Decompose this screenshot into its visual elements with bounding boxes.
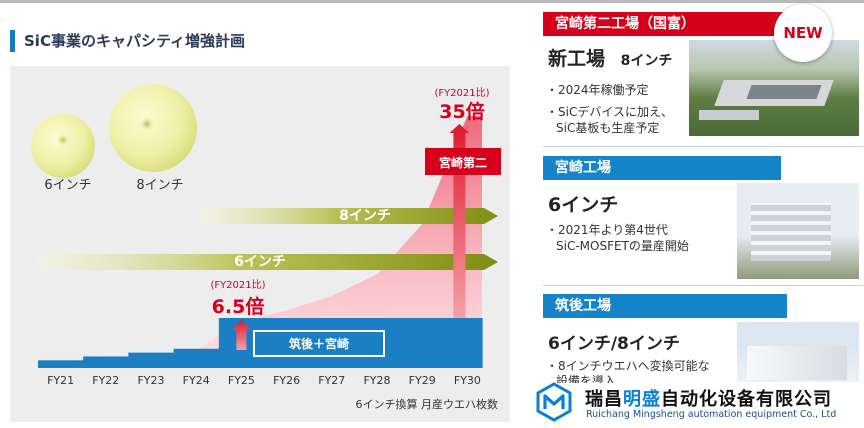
arrow-6inch-label: 6インチ: [234, 254, 286, 270]
x-label-FY26: FY26: [273, 374, 300, 387]
top-rule: [0, 0, 864, 3]
base-bar-FY30: [444, 318, 483, 368]
base-bar-FY24: [173, 348, 220, 368]
fy25-ratio-value: 6.5倍: [212, 295, 265, 318]
wafer-8inch-image: [109, 84, 197, 172]
plant-chikugo-size: 6インチ/8インチ: [548, 334, 680, 354]
company-logo-icon: [536, 382, 572, 422]
capacity-chart: 6インチ 8インチ 8インチ 6インチ (FY2021比) 6.5倍 (FY20…: [31, 84, 501, 411]
watermark-company-name: 瑞昌明盛自动化设备有限公司: [585, 385, 832, 411]
plant-miyazaki2-bullet-2: ・SiCデバイスに加え、: [546, 105, 673, 119]
chart-footnote: 6インチ換算 月産ウエハ枚数: [356, 397, 499, 411]
fy30-ratio-note: (FY2021比): [434, 87, 489, 99]
x-label-FY27: FY27: [318, 374, 345, 387]
section-divider: [543, 146, 863, 147]
page-title: SiC事業のキャパシティ増強計画: [24, 32, 246, 50]
fy30-ratio-value: 35倍: [439, 100, 484, 123]
plant-miyazaki-bullet-1: ・2021年より第4世代: [546, 223, 668, 237]
plant-miyazaki2-photo: [689, 40, 859, 136]
plant-miyazaki-header: 宮崎工場: [543, 156, 781, 180]
miyazaki2-callout: [425, 148, 501, 175]
up-arrow-fy25: [232, 320, 251, 350]
wm-cn-pre: 瑞昌: [585, 389, 623, 410]
fy25-ratio-note: (FY2021比): [210, 279, 265, 291]
plant-chikugo-bullet-2: 設備を導入: [556, 374, 617, 383]
plant-miyazaki2-bullet-1: ・2024年稼働予定: [546, 83, 649, 97]
photo-ground-block: [699, 110, 759, 120]
plant-miyazaki2-name: 新工場: [548, 48, 606, 70]
x-label-FY23: FY23: [137, 374, 164, 387]
base-label-box: [253, 330, 385, 357]
title-accent-bar: [10, 30, 15, 52]
base-label: 筑後＋宮崎: [289, 336, 349, 351]
photo-roof-block: [746, 85, 822, 99]
plant-chikugo-photo: [737, 322, 859, 382]
x-label-FY21: FY21: [47, 374, 74, 387]
plant-chikugo-bullet-1: ・8インチウエハへ変換可能な: [546, 359, 710, 373]
wafer-8inch-spot: [140, 117, 154, 131]
base-bar-FY23: [128, 352, 175, 368]
x-label-FY25: FY25: [228, 374, 255, 387]
photo-building-block: [747, 346, 847, 380]
wm-cn-post: 自动化设备有限公司: [661, 389, 832, 410]
new-badge: NEW: [774, 4, 832, 62]
wafer-6inch-spot: [57, 134, 69, 146]
wm-cn-highlight: 明盛: [623, 389, 661, 410]
plant-miyazaki-photo: [737, 183, 859, 279]
photo-building-block: [751, 203, 831, 261]
plant-miyazaki-bullet-2: SiC-MOSFETの量産開始: [556, 239, 689, 253]
base-bar-FY21: [38, 360, 84, 368]
plant-chikugo-header: 筑後工場: [543, 294, 787, 318]
miyazaki2-callout-label: 宮崎第二: [439, 155, 487, 170]
x-axis-labels: FY21 FY22 FY23 FY24 FY25 FY26 FY27 FY28 FY29 FY30: [47, 374, 481, 387]
arrow-8inch: 8インチ: [198, 208, 499, 224]
plant-miyazaki2-header: 宮崎第二工場（国富）: [543, 12, 805, 36]
plant-miyazaki-size: 6インチ: [548, 194, 619, 216]
arrow-6inch: 6インチ: [38, 254, 498, 270]
x-label-FY22: FY22: [92, 374, 119, 387]
watermark-company-name-en: Ruichang Mingsheng automation equipment …: [586, 409, 837, 420]
base-bar-FY22: [83, 356, 129, 368]
wafer-6inch-label: 6インチ: [44, 178, 91, 193]
plant-miyazaki2-title: 新工場 8インチ: [548, 44, 672, 71]
plant-miyazaki2-bullet-3: SiC基板も生産予定: [556, 121, 660, 135]
section-divider: [543, 285, 863, 286]
wafer-8inch-label: 8インチ: [136, 178, 183, 193]
growth-area: [38, 116, 482, 368]
x-label-FY24: FY24: [183, 374, 210, 387]
arrow-8inch-label: 8インチ: [339, 208, 391, 224]
plant-miyazaki2-size: 8インチ: [620, 53, 673, 69]
x-label-FY28: FY28: [363, 374, 390, 387]
base-bar-FY29: [399, 318, 446, 368]
x-label-FY30: FY30: [454, 374, 481, 387]
x-label-FY29: FY29: [409, 374, 436, 387]
